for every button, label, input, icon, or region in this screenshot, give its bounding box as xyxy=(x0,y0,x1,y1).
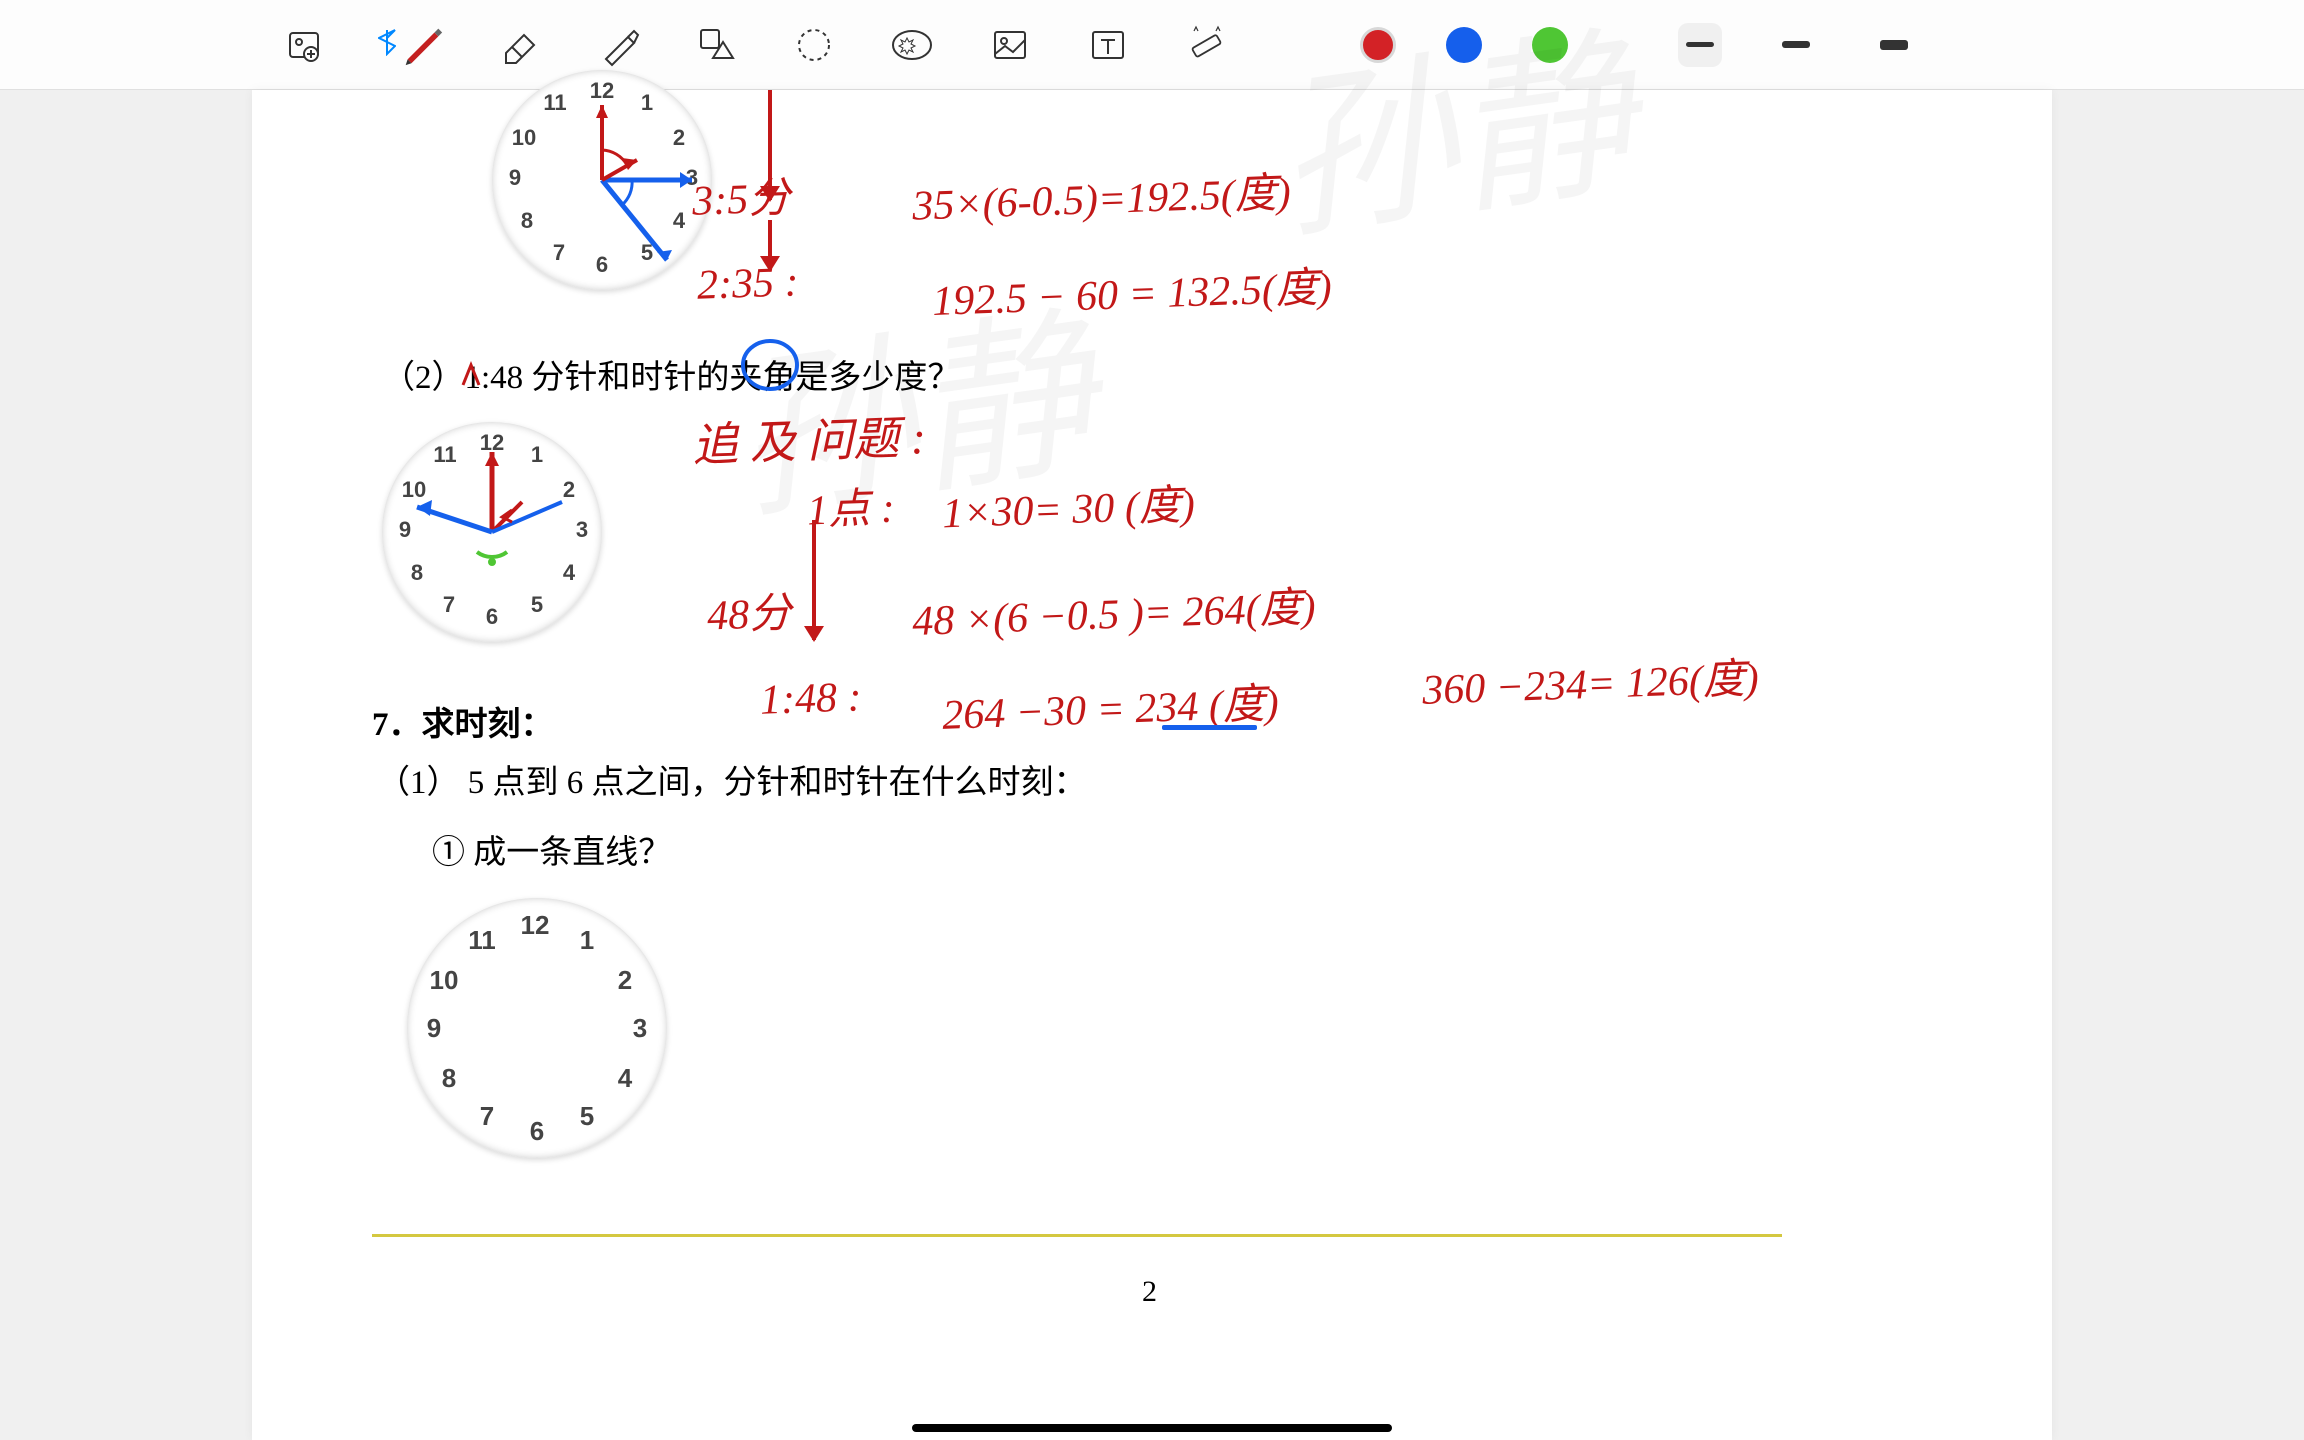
hw-11: 264 −30 = 234 (度) xyxy=(941,669,1280,742)
color-red[interactable] xyxy=(1360,27,1396,63)
page-divider xyxy=(372,1234,1782,1237)
hw-4: 192.5 − 60 = 132.5(度) xyxy=(931,253,1333,328)
hw-10: 1:48 : xyxy=(759,673,862,725)
stroke-medium[interactable] xyxy=(1772,21,1820,69)
lasso-icon[interactable] xyxy=(790,21,838,69)
eraser-icon[interactable] xyxy=(496,21,544,69)
hw-1: 3:5分 xyxy=(691,163,791,227)
shapes-icon[interactable] xyxy=(692,21,740,69)
q7-sub1: （1） 5 点到 6 点之间，分针和时针在什么时刻： xyxy=(377,755,1087,803)
toolbar xyxy=(0,0,2304,90)
canvas-area[interactable]: 孙静 孙静 12 1 2 3 4 5 6 7 8 9 10 11 xyxy=(0,90,2304,1440)
underline-234 xyxy=(1162,725,1257,730)
color-green[interactable] xyxy=(1532,27,1568,63)
color-blue[interactable] xyxy=(1446,27,1482,63)
arrow-3 xyxy=(812,520,816,640)
pen-tool-icon[interactable] xyxy=(398,21,446,69)
clock-3: 12 1 2 3 4 5 6 7 8 9 10 11 xyxy=(407,898,667,1158)
document-page: 孙静 孙静 12 1 2 3 4 5 6 7 8 9 10 11 xyxy=(252,90,2052,1440)
sticker-icon[interactable] xyxy=(888,21,936,69)
hw-2: 2:35 : xyxy=(696,258,799,310)
image-add-icon[interactable] xyxy=(280,21,328,69)
bluetooth-icon xyxy=(378,28,396,62)
hw-3: 35×(6-0.5)=192.5(度) xyxy=(911,158,1292,232)
hw-6: 1点 : xyxy=(806,473,896,537)
text-tool-icon[interactable] xyxy=(1084,21,1132,69)
clock-1: 12 1 2 3 4 5 6 7 8 9 10 11 xyxy=(492,70,712,290)
clock-2: 12 1 2 3 4 5 6 7 8 9 10 11 xyxy=(382,422,602,642)
ruler-icon[interactable] xyxy=(1182,21,1230,69)
hw-9: 48 ×(6 −0.5 )= 264(度) xyxy=(911,573,1316,648)
page-number: 2 xyxy=(1142,1275,1157,1309)
home-indicator xyxy=(912,1424,1392,1432)
hw-8: 48分 xyxy=(706,579,792,643)
hw-5: 追 及 问题 : xyxy=(691,401,927,475)
stroke-thin[interactable] xyxy=(1678,23,1722,67)
picture-icon[interactable] xyxy=(986,21,1034,69)
hw-12: 360 −234= 126(度) xyxy=(1421,644,1760,717)
q7-heading: 7．求时刻： xyxy=(372,697,554,745)
q7-sub1a: ① 成一条直线？ xyxy=(432,825,671,873)
highlighter-icon[interactable] xyxy=(594,21,642,69)
stroke-thick[interactable] xyxy=(1870,21,1918,69)
hw-7: 1×30= 30 (度) xyxy=(941,471,1196,541)
arrow-2 xyxy=(768,220,772,270)
